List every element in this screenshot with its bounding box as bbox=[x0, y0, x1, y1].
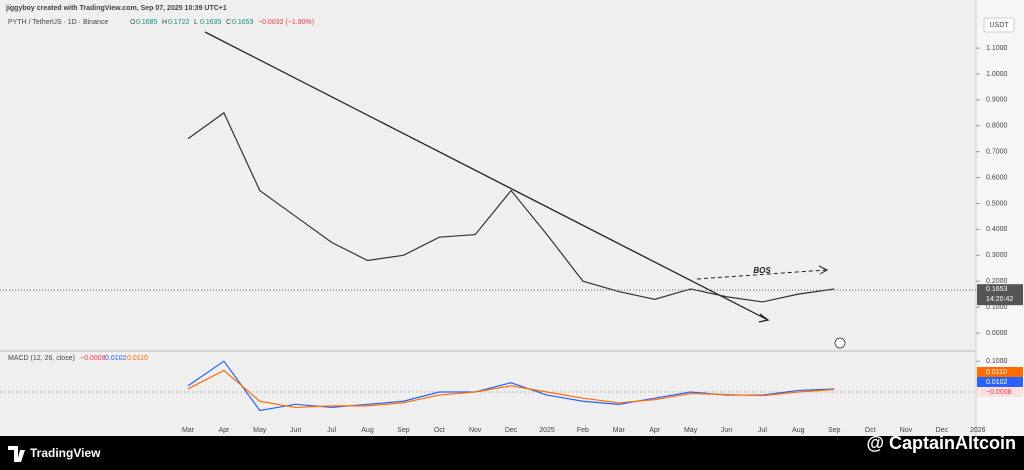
ohlc-key: H bbox=[162, 19, 167, 26]
y-tick-label: 0.9000 bbox=[986, 97, 1008, 104]
x-tick-label: 2026 bbox=[970, 427, 986, 434]
trend-line bbox=[204, 31, 769, 321]
brand: TradingView bbox=[30, 446, 101, 460]
x-tick-label: Nov bbox=[469, 427, 482, 434]
bos-arrow bbox=[818, 265, 829, 275]
credit: jiggyboy created with TradingView.com, S… bbox=[5, 5, 227, 12]
x-tick-label: Mar bbox=[182, 427, 195, 434]
x-tick-label: Dec bbox=[936, 427, 949, 434]
price-marker-box bbox=[977, 284, 1023, 306]
y-tick-label: 0.7000 bbox=[986, 149, 1008, 156]
price-marker-label: 0.1653 bbox=[986, 286, 1008, 293]
y-tick-label: 1.1000 bbox=[986, 45, 1008, 52]
ohlc-value: 0.1653 bbox=[232, 19, 254, 26]
bos-label: BOS bbox=[753, 266, 771, 275]
x-tick-label: Aug bbox=[792, 427, 805, 434]
currency-label: USDT bbox=[989, 22, 1009, 29]
ohlc-key: C bbox=[226, 19, 231, 26]
y-tick-label: 0.1000 bbox=[986, 358, 1008, 365]
axis-value-label: −0.0008 bbox=[986, 389, 1012, 396]
bos-line bbox=[696, 269, 827, 280]
trend-arrow bbox=[758, 313, 770, 323]
footer bbox=[0, 436, 1024, 470]
x-tick-label: Jul bbox=[327, 427, 336, 434]
x-tick-label: Oct bbox=[434, 427, 445, 434]
symbol-title: PYTH / TetherUS · 1D · Binance bbox=[8, 19, 108, 26]
y-tick-label: 0.5000 bbox=[986, 200, 1008, 207]
y-tick-label: 0.6000 bbox=[986, 174, 1008, 181]
axis-value-box bbox=[977, 377, 1023, 387]
x-tick-label: Apr bbox=[649, 427, 661, 434]
macd-hist-value: −0.0008 bbox=[80, 355, 106, 362]
y-tick-label: 1.0000 bbox=[986, 71, 1008, 78]
macd-line bbox=[187, 369, 835, 409]
macd-line bbox=[187, 360, 835, 412]
price-axis bbox=[976, 0, 1024, 436]
x-tick-label: Oct bbox=[865, 427, 876, 434]
x-tick-label: 2025 bbox=[539, 427, 555, 434]
change: −0.0032 (−1.90%) bbox=[258, 19, 314, 26]
tv-logo bbox=[8, 446, 25, 462]
x-tick-label: May bbox=[684, 427, 698, 434]
ohlc-value: 0.1722 bbox=[168, 19, 190, 26]
watermark: @ CaptainAltcoin bbox=[866, 433, 1016, 453]
x-tick-label: Jul bbox=[758, 427, 767, 434]
ohlc-key: O bbox=[130, 19, 136, 26]
x-tick-label: Sep bbox=[828, 427, 841, 434]
macd-value: 0.0102 bbox=[105, 355, 127, 362]
macd-title: MACD (12, 26, close) bbox=[8, 355, 75, 362]
axis-value-label: 0.0110 bbox=[986, 369, 1007, 376]
y-tick-label: 0.0000 bbox=[986, 330, 1008, 337]
axis-value-box bbox=[977, 387, 1023, 397]
x-tick-label: May bbox=[253, 427, 267, 434]
x-tick-label: Jun bbox=[290, 427, 301, 434]
countdown: 14:20:42 bbox=[986, 296, 1013, 303]
axis-value-label: 0.0102 bbox=[986, 379, 1008, 386]
background bbox=[0, 0, 1024, 436]
x-tick-label: Sep bbox=[397, 427, 410, 434]
x-tick-label: Nov bbox=[900, 427, 913, 434]
events-icon[interactable] bbox=[834, 337, 846, 349]
signal-value: 0.0110 bbox=[127, 355, 148, 362]
currency-box[interactable] bbox=[983, 17, 1015, 33]
x-tick-label: Jun bbox=[721, 427, 732, 434]
y-tick-label: 0.8000 bbox=[986, 123, 1008, 130]
ohlc-value: 0.1635 bbox=[200, 19, 222, 26]
x-tick-label: Aug bbox=[361, 427, 374, 434]
x-tick-label: Dec bbox=[505, 427, 518, 434]
y-tick-label: 0.3000 bbox=[986, 252, 1008, 259]
x-tick-label: Feb bbox=[577, 427, 589, 434]
y-tick-label: 0.2000 bbox=[986, 278, 1008, 285]
price-line bbox=[187, 111, 835, 303]
y-tick-label: 0.4000 bbox=[986, 226, 1008, 233]
x-tick-label: Apr bbox=[218, 427, 230, 434]
y-tick-label: 0.1000 bbox=[986, 304, 1008, 311]
ohlc-key: L bbox=[194, 19, 198, 26]
axis-value-box bbox=[977, 367, 1023, 377]
ohlc-value: 0.1685 bbox=[136, 19, 158, 26]
x-tick-label: Mar bbox=[613, 427, 626, 434]
